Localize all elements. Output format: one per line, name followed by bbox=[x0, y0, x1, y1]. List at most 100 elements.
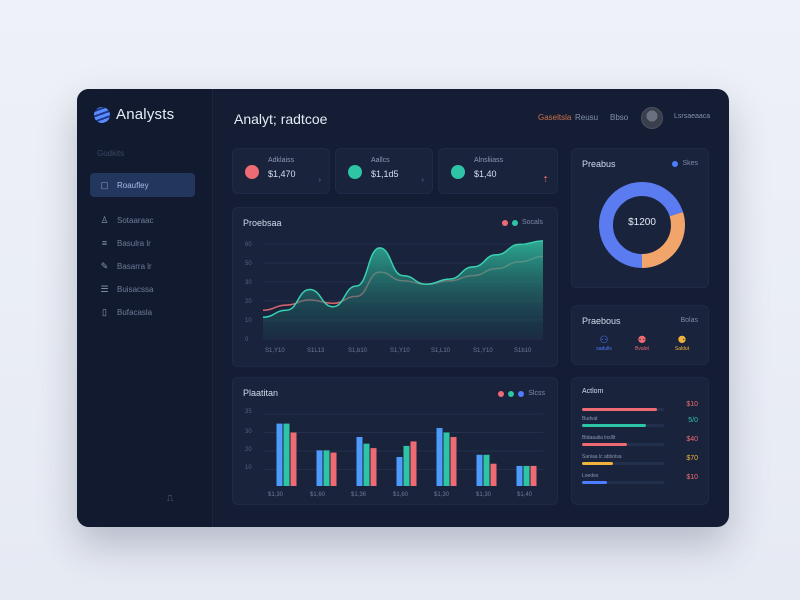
segment-label: sadulls bbox=[596, 346, 612, 352]
app-window: Analysts Godkits ▢ Roaufley ♙ Sotaaraac … bbox=[77, 89, 729, 527]
x-tick-label: S1,Y10 bbox=[390, 348, 410, 354]
brand[interactable]: Analysts bbox=[94, 106, 174, 123]
chevron-right-icon: › bbox=[421, 175, 424, 184]
group-icon: ⚉ bbox=[637, 335, 647, 346]
sidebar-item-label: Basulra lr bbox=[117, 238, 151, 248]
chart-icon: ≡ bbox=[101, 237, 108, 248]
y-tick-label: 20 bbox=[245, 299, 252, 305]
donut-card: Preabus Skes $1200 bbox=[571, 148, 709, 288]
kpi-dot bbox=[451, 165, 465, 179]
kpi-value: $1,40 bbox=[474, 169, 497, 179]
bar bbox=[290, 432, 297, 486]
user-name[interactable]: Lsrsaeaaca bbox=[674, 113, 711, 120]
edit-icon: ✎ bbox=[100, 260, 109, 271]
chart-legend[interactable]: Slcss bbox=[498, 390, 545, 397]
segment-label: Bvalot bbox=[635, 346, 649, 352]
sidebar: Analysts Godkits ▢ Roaufley ♙ Sotaaraac … bbox=[77, 89, 213, 527]
chart-legend[interactable]: Socals bbox=[501, 219, 543, 226]
list-icon: ☰ bbox=[100, 283, 109, 294]
donut-plot bbox=[599, 182, 685, 268]
bar bbox=[436, 428, 443, 486]
avatar[interactable] bbox=[641, 107, 663, 129]
chart-title: Plaatitan bbox=[243, 388, 279, 398]
sidebar-item-basulra[interactable]: ≡ Basulra lr bbox=[90, 231, 208, 255]
progress-fill bbox=[582, 424, 646, 427]
nav-link-reusu[interactable]: Reusu bbox=[575, 113, 599, 122]
kpi-card[interactable]: Alnsliiass $1,40 ⇡ bbox=[438, 148, 558, 194]
bar bbox=[316, 450, 323, 486]
legend-label: Slcss bbox=[528, 390, 545, 397]
nav-link-gaseltsla[interactable]: Gaseltsla bbox=[538, 113, 572, 122]
legend-dot bbox=[518, 390, 525, 397]
activity-value: $70 bbox=[686, 455, 698, 462]
legend-dot bbox=[672, 160, 679, 167]
segment-item[interactable]: ⚇ sadulls bbox=[584, 335, 624, 353]
kpi-card[interactable]: Aallcs $1,1d5 › bbox=[335, 148, 433, 194]
kpi-value: $1,470 bbox=[268, 169, 296, 179]
bar bbox=[370, 448, 377, 486]
team-icon: ⚈ bbox=[677, 335, 687, 346]
card-title: Praebous bbox=[582, 316, 621, 326]
y-tick-label: 0 bbox=[245, 337, 249, 343]
bar bbox=[530, 465, 537, 486]
brand-name: Analysts bbox=[116, 106, 175, 123]
progress-track bbox=[582, 424, 664, 427]
area-chart-plot bbox=[262, 240, 544, 340]
kpi-label: Alnsliiass bbox=[474, 157, 504, 164]
sidebar-item-label: Sotaaraac bbox=[117, 215, 154, 225]
sidebar-item-label: Roaufley bbox=[117, 180, 149, 190]
legend-dot bbox=[508, 390, 515, 397]
sidebar-item-buisacssa[interactable]: ☰ Buisacssa bbox=[90, 277, 208, 301]
bar bbox=[396, 457, 403, 486]
segment-item[interactable]: ⚉ Bvalot bbox=[622, 335, 662, 353]
segment-item[interactable]: ⚈ Saldut bbox=[662, 335, 702, 353]
progress-track bbox=[582, 481, 664, 484]
y-tick-label: 60 bbox=[245, 242, 252, 248]
bar bbox=[283, 423, 290, 486]
y-tick-label: 10 bbox=[245, 318, 252, 324]
legend-dot bbox=[498, 390, 505, 397]
person-icon: ♙ bbox=[100, 214, 109, 225]
sidebar-item-label: Bufacasla bbox=[117, 307, 153, 317]
kpi-label: Adklaiss bbox=[268, 157, 295, 164]
activity-value: $10 bbox=[686, 474, 698, 481]
pie-slice bbox=[599, 182, 685, 268]
sidebar-item-bufacasla[interactable]: ▯ Bufacasla bbox=[90, 300, 208, 324]
progress-fill bbox=[582, 443, 628, 446]
sidebar-item-basarra[interactable]: ✎ Basarra lr bbox=[90, 254, 208, 278]
kpi-card[interactable]: Adklaiss $1,470 › bbox=[232, 148, 330, 194]
nav-link-bbso[interactable]: Bbso bbox=[610, 113, 629, 122]
y-tick-label: 30 bbox=[245, 429, 252, 435]
bar bbox=[323, 450, 330, 486]
series-line-primary bbox=[262, 240, 544, 318]
legend-label: Socals bbox=[521, 219, 543, 226]
progress-track bbox=[582, 462, 664, 465]
bar bbox=[443, 432, 450, 486]
box-icon: ▢ bbox=[100, 179, 109, 190]
donut-center-value: $1200 bbox=[628, 217, 656, 228]
sidebar-item-label: Basarra lr bbox=[117, 261, 152, 271]
legend-dot bbox=[511, 219, 518, 226]
activity-label: Btdaaalia lnslllt bbox=[582, 435, 616, 441]
sidebar-item-roaufley[interactable]: ▢ Roaufley bbox=[90, 173, 195, 197]
x-tick-label: $1,30 bbox=[434, 492, 450, 498]
people-icon: ⚇ bbox=[599, 335, 609, 346]
x-tick-label: $1,30 bbox=[268, 492, 284, 498]
bar bbox=[516, 465, 523, 486]
legend-label: Skes bbox=[682, 160, 698, 167]
x-tick-label: S1,Y10 bbox=[473, 348, 493, 354]
activity-label: Loedes bbox=[582, 473, 599, 479]
x-tick-label: $1,60 bbox=[393, 492, 409, 498]
bar bbox=[410, 441, 417, 486]
chart-legend[interactable]: Skes bbox=[672, 160, 698, 167]
activity-value: $10 bbox=[686, 401, 698, 408]
sidebar-footer-icon[interactable]: ⎍ bbox=[167, 493, 174, 503]
bar bbox=[276, 423, 283, 486]
y-tick-label: 10 bbox=[245, 465, 252, 471]
kpi-label: Aallcs bbox=[371, 157, 390, 164]
x-tick-label: S1,Y10 bbox=[265, 348, 285, 354]
file-icon: ▯ bbox=[102, 306, 107, 317]
sidebar-item-sotaaraac[interactable]: ♙ Sotaaraac bbox=[90, 208, 208, 232]
bar bbox=[403, 445, 410, 486]
legend-dot bbox=[501, 219, 508, 226]
